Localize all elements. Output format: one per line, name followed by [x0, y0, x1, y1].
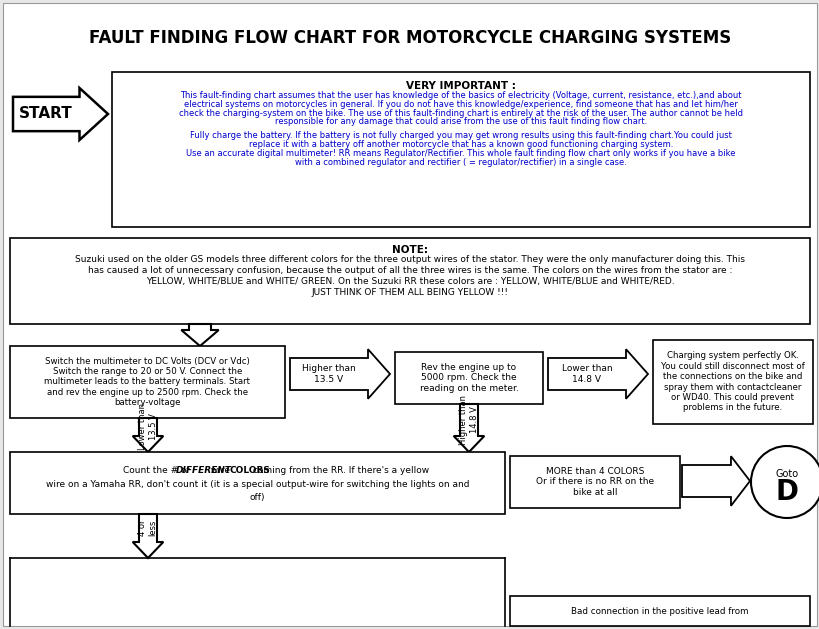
Text: Lower than
14.8 V: Lower than 14.8 V: [561, 364, 612, 384]
Text: Fully charge the battery. If the battery is not fully charged you may get wrong : Fully charge the battery. If the battery…: [190, 131, 731, 140]
Text: VERY IMPORTANT :: VERY IMPORTANT :: [405, 81, 515, 91]
Text: Higher than
14.8 V: Higher than 14.8 V: [459, 395, 478, 445]
Text: Use an accurate digital multimeter! RR means Regulator/Rectifier. This whole fau: Use an accurate digital multimeter! RR m…: [186, 149, 735, 158]
Bar: [395, 352, 542, 404]
Polygon shape: [133, 514, 163, 558]
Text: coming from the RR. If there's a yellow: coming from the RR. If there's a yellow: [250, 466, 429, 475]
Text: NOTE:: NOTE:: [391, 245, 428, 255]
Text: D: D: [775, 478, 798, 506]
Text: replace it with a battery off another motorcycle that has a known good functioni: replace it with a battery off another mo…: [248, 140, 672, 149]
Text: MORE than 4 COLORS
Or if there is no RR on the
bike at all: MORE than 4 COLORS Or if there is no RR …: [536, 467, 654, 497]
Text: with a combined regulator and rectifier ( = regulator/rectifier) in a single cas: with a combined regulator and rectifier …: [295, 158, 627, 167]
Text: Suzuki used on the older GS models three different colors for the three output w: Suzuki used on the older GS models three…: [75, 255, 744, 264]
Text: responsible for any damage that could arise from the use of this fault finding f: responsible for any damage that could ar…: [274, 118, 646, 126]
Text: Count the # of: Count the # of: [123, 466, 192, 475]
Polygon shape: [453, 404, 484, 452]
Bar: [509, 596, 809, 626]
Text: FAULT FINDING FLOW CHART FOR MOTORCYCLE CHARGING SYSTEMS: FAULT FINDING FLOW CHART FOR MOTORCYCLE …: [88, 29, 731, 47]
Bar: [10, 238, 809, 324]
Text: check the charging-system on the bike. The use of this fault-finding chart is en: check the charging-system on the bike. T…: [179, 109, 742, 118]
Text: DIFFERENT: DIFFERENT: [175, 466, 232, 475]
Text: Lower than
13.5 V: Lower than 13.5 V: [138, 403, 157, 450]
Text: COLORS: COLORS: [229, 466, 269, 475]
Text: START: START: [20, 106, 73, 121]
Text: Rev the engine up to
5000 rpm. Check the
reading on the meter.: Rev the engine up to 5000 rpm. Check the…: [419, 363, 518, 393]
Text: Charging system perfectly OK.
You could still disconnect most of
the connections: Charging system perfectly OK. You could …: [660, 352, 804, 413]
Text: off): off): [250, 493, 265, 502]
Text: has caused a lot of unnecessary confusion, because the output of all the three w: has caused a lot of unnecessary confusio…: [88, 266, 731, 275]
Bar: [10, 452, 505, 514]
Text: Bad connection in the positive lead from: Bad connection in the positive lead from: [571, 606, 748, 616]
Circle shape: [750, 446, 819, 518]
Text: electrical systems on motorcycles in general. If you do not have this knowledge/: electrical systems on motorcycles in gen…: [183, 100, 737, 109]
Bar: [509, 456, 679, 508]
Text: wire on a Yamaha RR, don't count it (it is a special output-wire for switching t: wire on a Yamaha RR, don't count it (it …: [46, 480, 468, 489]
Text: wire: wire: [207, 466, 233, 475]
Polygon shape: [681, 456, 749, 506]
Text: Goto: Goto: [775, 469, 798, 479]
Text: YELLOW, WHITE/BLUE and WHITE/ GREEN. On the Suzuki RR these colors are : YELLOW,: YELLOW, WHITE/BLUE and WHITE/ GREEN. On …: [146, 277, 673, 286]
Bar: [112, 72, 809, 227]
Text: 4 or
less: 4 or less: [138, 520, 157, 537]
Bar: [652, 340, 812, 424]
Polygon shape: [181, 324, 219, 346]
Bar: [10, 346, 285, 418]
Polygon shape: [133, 418, 163, 452]
Text: JUST THINK OF THEM ALL BEING YELLOW !!!: JUST THINK OF THEM ALL BEING YELLOW !!!: [311, 288, 508, 297]
Polygon shape: [13, 88, 108, 140]
Text: Higher than
13.5 V: Higher than 13.5 V: [301, 364, 355, 384]
Text: This fault-finding chart assumes that the user has knowledge of the basics of el: This fault-finding chart assumes that th…: [180, 91, 741, 100]
Polygon shape: [290, 349, 390, 399]
Polygon shape: [547, 349, 647, 399]
Text: Switch the multimeter to DC Volts (DCV or Vdc)
Switch the range to 20 or 50 V. C: Switch the multimeter to DC Volts (DCV o…: [44, 357, 250, 408]
